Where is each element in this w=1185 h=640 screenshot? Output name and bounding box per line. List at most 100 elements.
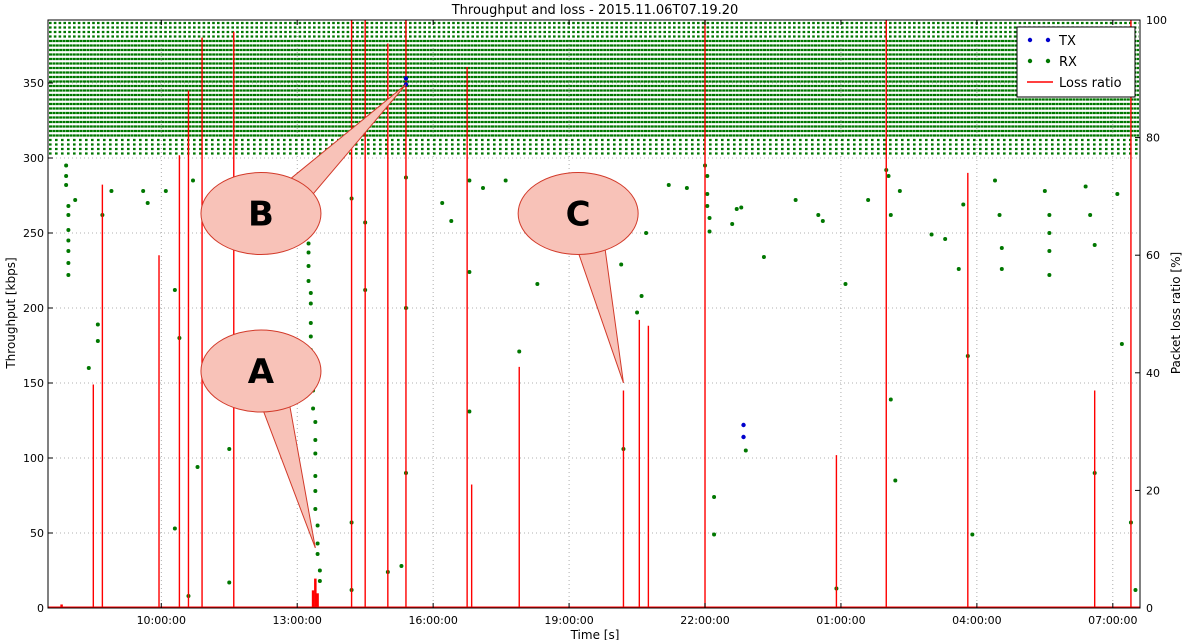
tx-point bbox=[741, 434, 746, 440]
callout-pointer bbox=[261, 397, 316, 549]
rx-point bbox=[467, 178, 472, 183]
rx-point bbox=[172, 526, 177, 531]
rx-point bbox=[306, 264, 311, 268]
rx-point bbox=[315, 541, 320, 546]
y2-axis-ticks: 0 20 40 60 80 100 bbox=[1135, 14, 1167, 615]
rx-point bbox=[1088, 213, 1093, 217]
rx-point bbox=[311, 406, 316, 411]
rx-point bbox=[317, 568, 322, 573]
rx-series bbox=[64, 163, 1138, 598]
y-axis-ticks: 0 50 100 150 200 250 300 350 bbox=[23, 77, 53, 615]
rx-point bbox=[712, 532, 717, 537]
rx-point bbox=[66, 228, 71, 232]
tx-point bbox=[403, 76, 409, 81]
rx-point bbox=[639, 294, 644, 298]
x-tick-label: 07:00:00 bbox=[1088, 614, 1137, 627]
rx-point bbox=[64, 174, 69, 178]
y-tick-label: 150 bbox=[23, 377, 44, 390]
y-tick-label: 50 bbox=[30, 527, 44, 540]
rx-point bbox=[86, 366, 91, 370]
rx-point bbox=[739, 205, 744, 210]
rx-point bbox=[1047, 273, 1052, 277]
x-tick-label: 22:00:00 bbox=[680, 614, 729, 627]
y2-axis-label: Packet loss ratio [%] bbox=[1169, 252, 1183, 374]
rx-point bbox=[1092, 243, 1097, 247]
rx-point bbox=[145, 201, 150, 205]
x-axis-ticks: 10:00:00 13:00:00 16:00:00 19:00:00 22:00:00… bbox=[137, 20, 1138, 627]
rx-point bbox=[315, 523, 320, 528]
y-tick-label: 200 bbox=[23, 302, 44, 315]
rx-point bbox=[308, 301, 313, 306]
rx-point bbox=[929, 232, 934, 237]
y-tick-label: 0 bbox=[37, 602, 44, 615]
rx-point bbox=[73, 198, 78, 202]
x-tick-label: 19:00:00 bbox=[544, 614, 593, 627]
rx-point bbox=[893, 478, 898, 483]
rx-point bbox=[467, 409, 472, 414]
rx-point bbox=[313, 451, 318, 456]
rx-point bbox=[308, 334, 313, 339]
rx-point bbox=[141, 189, 146, 193]
rx-point bbox=[195, 465, 200, 469]
callout-label: A bbox=[248, 352, 275, 392]
rx-point bbox=[866, 198, 871, 202]
rx-point bbox=[705, 204, 710, 208]
rx-point bbox=[109, 189, 114, 193]
rx-point bbox=[227, 580, 232, 585]
rx-point bbox=[503, 178, 508, 183]
rx-point bbox=[467, 270, 472, 274]
rx-point bbox=[172, 288, 177, 292]
rx-point bbox=[313, 474, 318, 478]
y2-tick-label: 0 bbox=[1146, 602, 1153, 615]
callout-pointer bbox=[576, 240, 624, 384]
rx-point bbox=[707, 216, 712, 220]
rx-point bbox=[535, 282, 540, 286]
rx-point bbox=[313, 489, 318, 493]
y2-tick-label: 20 bbox=[1146, 484, 1160, 497]
rx-point bbox=[761, 255, 766, 259]
rx-point bbox=[440, 201, 445, 205]
y-axis-label: Throughput [kbps] bbox=[4, 257, 18, 369]
rx-point bbox=[970, 532, 975, 537]
rx-point bbox=[993, 178, 998, 183]
rx-point bbox=[712, 495, 717, 499]
rx-point bbox=[64, 163, 69, 168]
rx-point bbox=[95, 322, 100, 327]
y-tick-label: 300 bbox=[23, 152, 44, 165]
rx-point bbox=[313, 507, 318, 511]
rx-point bbox=[306, 279, 311, 283]
rx-point bbox=[308, 321, 313, 325]
rx-point bbox=[897, 189, 902, 193]
rx-point bbox=[1042, 189, 1047, 193]
rx-point bbox=[705, 192, 710, 196]
rx-point bbox=[317, 579, 322, 583]
callout-bubble bbox=[200, 172, 322, 255]
x-tick-label: 16:00:00 bbox=[408, 614, 457, 627]
rx-point bbox=[635, 310, 640, 315]
rx-point bbox=[1047, 249, 1052, 253]
y2-tick-label: 60 bbox=[1146, 249, 1160, 262]
rx-point bbox=[997, 213, 1002, 217]
legend-swatch-dot bbox=[1027, 58, 1033, 64]
rx-point bbox=[816, 213, 821, 217]
rx-point bbox=[480, 186, 485, 190]
callout-label: B bbox=[248, 195, 274, 235]
rx-point bbox=[793, 198, 798, 202]
y2-tick-label: 100 bbox=[1146, 14, 1167, 27]
legend-entry-label: Loss ratio bbox=[1059, 76, 1122, 91]
tx-series bbox=[403, 76, 746, 440]
rx-point bbox=[306, 241, 311, 246]
rx-point bbox=[449, 219, 454, 223]
rx-point bbox=[943, 237, 948, 241]
rx-point bbox=[66, 238, 71, 243]
rx-point bbox=[999, 267, 1004, 271]
chart-title: Throughput and loss - 2015.11.06T07.19.2… bbox=[451, 3, 739, 18]
rx-point bbox=[820, 219, 825, 223]
loss-ratio-series bbox=[48, 20, 1140, 608]
rx-point bbox=[666, 183, 671, 187]
legend-swatch-dot bbox=[1045, 58, 1051, 64]
y2-tick-label: 40 bbox=[1146, 367, 1160, 380]
x-tick-label: 04:00:00 bbox=[952, 614, 1001, 627]
rx-point bbox=[888, 213, 893, 217]
